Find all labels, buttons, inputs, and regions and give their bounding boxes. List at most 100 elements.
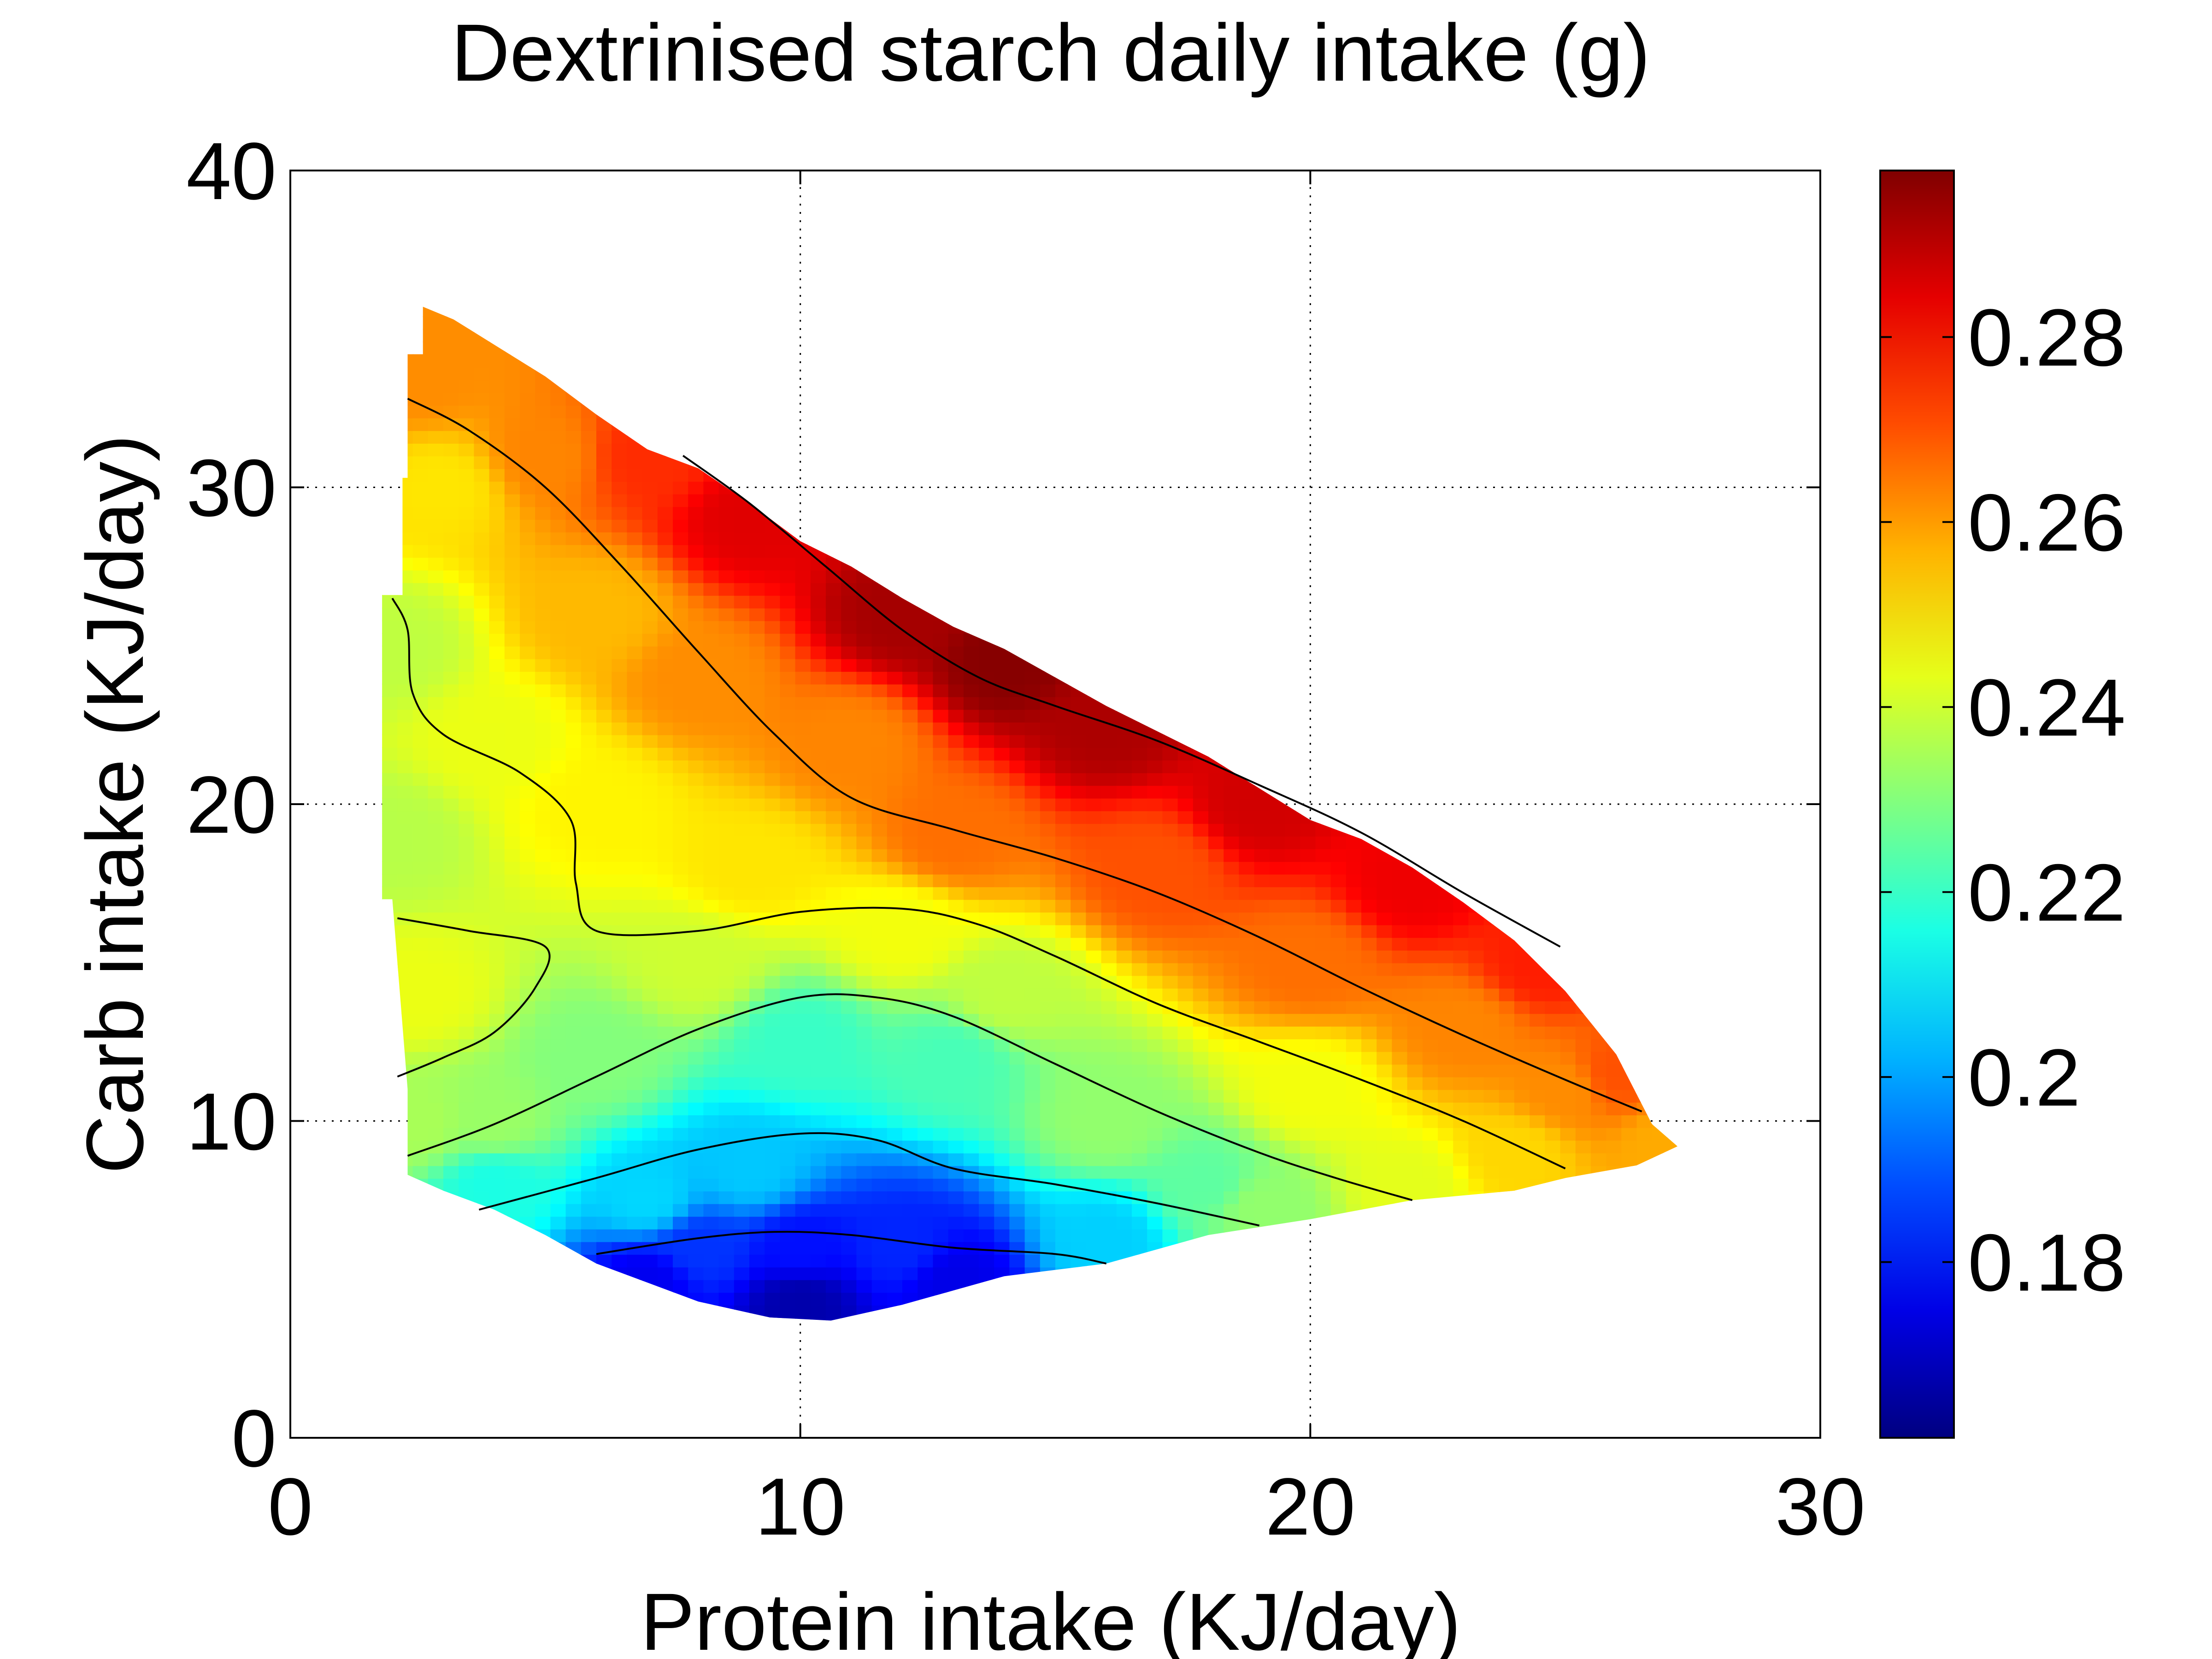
heatmap-cell	[627, 405, 643, 418]
heatmap-cell	[979, 1089, 995, 1103]
heatmap-cell	[1024, 531, 1041, 545]
heatmap-cell	[520, 1038, 536, 1052]
heatmap-cell	[1071, 620, 1087, 634]
heatmap-cell	[596, 595, 612, 609]
heatmap-cell	[963, 1140, 980, 1153]
heatmap-cell	[642, 405, 659, 418]
heatmap-cell	[474, 1102, 490, 1116]
heatmap-cell	[673, 950, 689, 964]
heatmap-cell	[994, 962, 1010, 976]
heatmap-cell	[1193, 1254, 1209, 1268]
heatmap-cell	[520, 1165, 536, 1179]
heatmap-cell	[642, 430, 659, 444]
heatmap-cell	[765, 405, 781, 418]
heatmap-cell	[979, 759, 995, 773]
heatmap-cell	[1024, 1077, 1041, 1090]
heatmap-cell	[963, 1064, 980, 1077]
heatmap-cell	[826, 405, 842, 418]
heatmap-cell	[749, 341, 765, 355]
heatmap-cell	[1162, 1153, 1179, 1166]
heatmap-cell	[887, 646, 903, 659]
heatmap-cell	[1208, 734, 1224, 748]
heatmap-cell	[1116, 962, 1133, 976]
heatmap-cell	[443, 519, 459, 533]
heatmap-cell	[443, 379, 459, 393]
heatmap-cell	[964, 291, 980, 304]
heatmap-cell	[657, 443, 674, 457]
heatmap-cell	[718, 316, 735, 330]
heatmap-cell	[1254, 874, 1271, 888]
heatmap-cell	[642, 1114, 659, 1128]
heatmap-cell	[1269, 1051, 1286, 1065]
heatmap-cell	[1071, 975, 1087, 989]
heatmap-cell	[856, 646, 873, 659]
heatmap-cell	[459, 772, 475, 786]
heatmap-cell	[856, 1051, 873, 1065]
heatmap-cell	[1040, 595, 1056, 609]
heatmap-cell	[443, 874, 459, 888]
heatmap-cell	[412, 367, 429, 381]
heatmap-cell	[1071, 418, 1087, 431]
heatmap-cell	[887, 430, 903, 444]
heatmap-cell	[535, 810, 551, 824]
heatmap-cell	[734, 329, 750, 342]
heatmap-cell	[382, 1077, 383, 1090]
heatmap-cell	[596, 1013, 612, 1027]
heatmap-cell	[382, 734, 383, 748]
heatmap-cell	[780, 785, 796, 799]
heatmap-cell	[1055, 912, 1071, 925]
heatmap-cell	[902, 671, 918, 685]
heatmap-cell	[1147, 874, 1163, 888]
heatmap-cell	[826, 595, 842, 609]
heatmap-cell	[612, 1153, 628, 1166]
heatmap-cell	[918, 468, 934, 482]
heatmap-cell	[856, 468, 873, 482]
heatmap-cell	[443, 506, 459, 520]
heatmap-cell	[887, 1026, 903, 1040]
heatmap-cell	[474, 544, 490, 558]
heatmap-cell	[520, 747, 536, 761]
heatmap-cell	[1162, 316, 1179, 330]
heatmap-cell	[474, 519, 490, 533]
heatmap-cell	[1269, 354, 1286, 368]
heatmap-cell	[581, 481, 597, 494]
heatmap-cell	[734, 607, 750, 621]
heatmap-cell	[596, 874, 612, 888]
heatmap-cell	[428, 810, 444, 824]
heatmap-cell	[1086, 810, 1102, 824]
heatmap-cell	[1147, 1178, 1163, 1192]
heatmap-cell	[795, 468, 812, 482]
heatmap-cell	[765, 1266, 781, 1280]
heatmap-cell	[581, 759, 597, 773]
heatmap-cell	[826, 722, 842, 735]
heatmap-cell	[550, 430, 567, 444]
heatmap-cell	[1055, 544, 1071, 558]
heatmap-cell	[918, 937, 934, 951]
heatmap-cell	[688, 392, 704, 406]
heatmap-cell	[1086, 1038, 1102, 1052]
heatmap-cell	[1116, 1000, 1133, 1014]
heatmap-cell	[1193, 1153, 1209, 1166]
heatmap-cell	[765, 658, 781, 672]
heatmap-cell	[933, 329, 949, 342]
heatmap-cell	[963, 1203, 980, 1217]
heatmap-cell	[1132, 810, 1148, 824]
heatmap-cell	[443, 1165, 459, 1179]
heatmap-cell	[1224, 1153, 1240, 1166]
heatmap-cell	[856, 1165, 873, 1179]
heatmap-cell	[1009, 899, 1026, 913]
heatmap-cell	[887, 306, 903, 317]
heatmap-cell	[979, 1178, 995, 1192]
heatmap-cell	[1116, 405, 1133, 418]
heatmap-cell	[887, 316, 903, 330]
heatmap-cell	[703, 405, 720, 418]
heatmap-cell	[382, 329, 383, 342]
heatmap-cell	[749, 1279, 765, 1293]
heatmap-cell	[1086, 874, 1102, 888]
heatmap-cell	[795, 519, 812, 533]
heatmap-cell	[1193, 379, 1209, 393]
heatmap-cell	[581, 1165, 597, 1179]
heatmap-cell	[428, 379, 444, 393]
heatmap-cell	[657, 430, 674, 444]
heatmap-cell	[718, 709, 735, 723]
